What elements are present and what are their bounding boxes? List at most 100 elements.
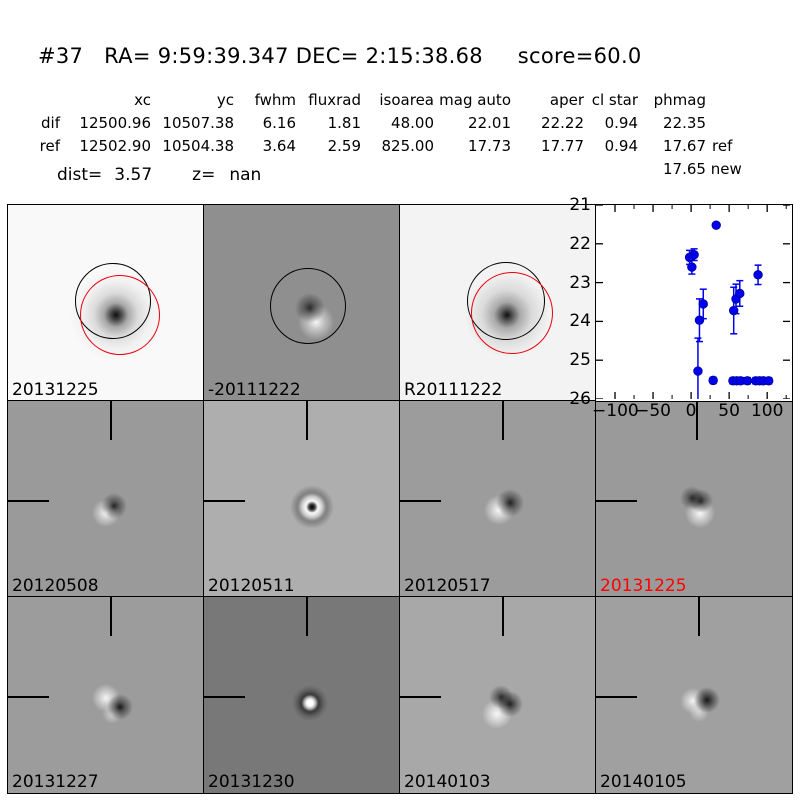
x-tick-label: −50 — [635, 401, 671, 421]
crosshair-tick-left — [204, 696, 245, 698]
cutout-date-label: 20140105 — [600, 772, 687, 792]
crosshair-tick-left — [596, 500, 637, 502]
ref-aper: 17.77 — [541, 136, 584, 155]
lightcurve-point — [687, 262, 697, 272]
dif-cutout-panel: 20131227 — [7, 596, 205, 794]
cutout-panel-dif-epoch: -20111222 — [203, 204, 401, 402]
y-tick-label: 21 — [569, 195, 591, 215]
col-header-cl-star: cl star — [591, 90, 638, 109]
aperture-circle-black — [270, 268, 346, 344]
table-row-ref: ref 12502.90 10504.38 3.64 2.59 825.00 1… — [5, 134, 762, 157]
candidate-title: #37 RA= 9:59:39.347 DEC= 2:15:38.68 scor… — [38, 44, 642, 68]
cutout-date-label: 20131225 — [12, 380, 99, 400]
z-value: nan — [229, 165, 262, 185]
dist-z-line: dist= 3.57 z= nan — [57, 165, 261, 185]
crosshair-tick-left — [400, 696, 441, 698]
lightcurve-plot-area — [596, 205, 790, 399]
table-row-dif: dif 12500.96 10507.38 6.16 1.81 48.00 22… — [5, 111, 762, 134]
lightcurve-panel: 21 22 23 24 25 26 −100 −50 0 50 100 — [569, 195, 793, 421]
col-header-phmag: phmag — [653, 90, 706, 109]
dif-cutout-panel: 20120508 — [7, 400, 205, 598]
cutout-date-label: 20120511 — [208, 576, 295, 596]
cutout-date-label: 20131227 — [12, 772, 99, 792]
aperture-circle-red — [80, 275, 160, 355]
ref-fwhm: 3.64 — [262, 136, 296, 155]
crosshair-tick-top — [696, 401, 698, 440]
col-header-isoarea: isoarea — [379, 90, 434, 109]
lightcurve-point — [708, 375, 718, 386]
header-spacer — [706, 88, 762, 111]
dif-yc: 10507.38 — [162, 113, 234, 132]
lightcurve-point — [694, 315, 705, 325]
y-tick-label: 23 — [569, 272, 591, 293]
x-tick-label: −100 — [592, 401, 639, 421]
lightcurve-point — [735, 288, 745, 299]
crosshair-tick-left — [8, 500, 49, 502]
lightcurve-point — [729, 305, 739, 316]
lightcurve-point — [711, 220, 721, 230]
dif-cutout-panel: 20120517 — [399, 400, 597, 598]
lightcurve-point — [689, 249, 699, 260]
crosshair-tick-left — [8, 696, 49, 698]
dist-value: 3.57 — [114, 165, 153, 185]
cutout-date-label: 20120508 — [12, 576, 99, 596]
y-tick-label: 25 — [569, 350, 591, 371]
dif-isoarea: 48.00 — [391, 113, 434, 132]
header-spacer — [5, 88, 66, 111]
crosshair-tick-top — [110, 597, 112, 636]
phmag-new-value: 17.65 new — [663, 160, 742, 178]
col-header-fluxrad: fluxrad — [308, 90, 361, 109]
dist-label: dist= — [57, 165, 103, 185]
dif-cutout-panel: 20140105 — [595, 596, 793, 794]
y-tick-label: 26 — [569, 389, 591, 409]
crosshair-tick-top — [306, 597, 308, 636]
cutout-date-label: R20111222 — [404, 380, 503, 400]
dif-suffix — [706, 111, 762, 134]
x-tick-label: 0 — [685, 401, 697, 421]
dif-xc: 12500.96 — [79, 113, 151, 132]
ref-suffix: ref — [712, 136, 733, 155]
dif-cutout-panel: 20120511 — [203, 400, 401, 598]
dif-cutout-panel: 20140103 — [399, 596, 597, 794]
cutout-date-label-current: 20131225 — [600, 576, 687, 596]
phmag-new-number: 17.65 — [663, 160, 706, 178]
col-header-xc: xc — [134, 90, 151, 109]
crosshair-tick-top — [110, 401, 112, 440]
cutout-date-label: 20120517 — [404, 576, 491, 596]
z-label: z= — [192, 165, 216, 185]
phmag-new-suffix: new — [705, 160, 742, 178]
x-tick-label: 100 — [750, 401, 784, 421]
lightcurve-point — [698, 299, 708, 309]
y-tick-label: 22 — [569, 233, 591, 254]
cutout-date-label: -20111222 — [208, 380, 301, 400]
row-label: ref — [39, 136, 60, 155]
crosshair-tick-top — [502, 401, 504, 440]
lightcurve-point — [763, 376, 774, 386]
dif-phmag: 22.35 — [663, 113, 706, 132]
crosshair-tick-left — [400, 500, 441, 502]
dif-cutout-panel: 20131230 — [203, 596, 401, 794]
ref-phmag: 17.67 — [663, 136, 706, 155]
measurements-table: xc yc fwhm fluxrad isoarea mag auto aper… — [5, 88, 762, 157]
lightcurve-svg — [596, 205, 790, 399]
y-tick-label: 24 — [569, 311, 591, 332]
ref-yc: 10504.38 — [162, 136, 234, 155]
lightcurve-point — [753, 270, 763, 280]
cutout-panel-new: 20131225 — [7, 204, 205, 402]
ref-cl-star: 0.94 — [604, 136, 638, 155]
dif-cutout-panel-current: 20131225 — [595, 400, 793, 598]
lightcurve-point — [742, 376, 753, 386]
col-header-mag-auto: mag auto — [439, 90, 511, 109]
crosshair-tick-top — [502, 597, 504, 636]
ref-xc: 12502.90 — [79, 136, 151, 155]
cutout-panel-reference: R20111222 — [399, 204, 597, 402]
x-tick-label: 50 — [718, 401, 740, 421]
lightcurve-point — [693, 366, 703, 376]
table-header-row: xc yc fwhm fluxrad isoarea mag auto aper… — [5, 88, 762, 111]
col-header-fwhm: fwhm — [254, 90, 296, 109]
dif-fluxrad: 1.81 — [327, 113, 361, 132]
dif-fwhm: 6.16 — [262, 113, 296, 132]
ref-mag-auto: 17.73 — [468, 136, 511, 155]
ref-fluxrad: 2.59 — [327, 136, 361, 155]
crosshair-tick-top — [306, 401, 308, 440]
